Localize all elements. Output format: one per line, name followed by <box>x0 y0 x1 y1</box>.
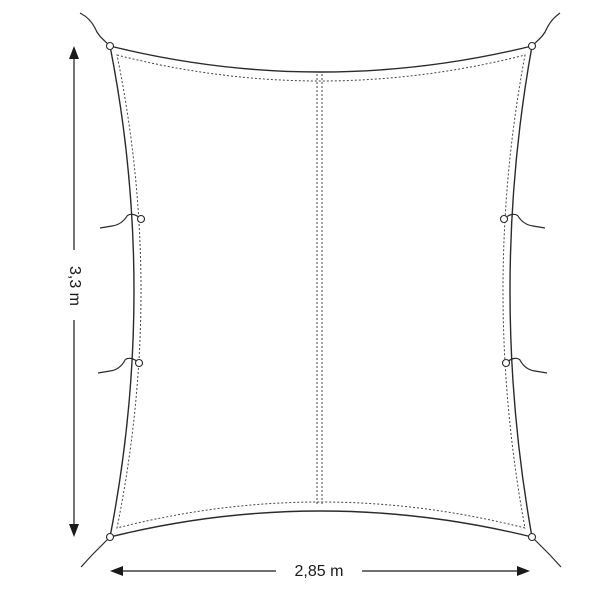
rope-right-lower <box>505 357 548 374</box>
sail-hem <box>116 54 526 529</box>
rope-left-lower <box>97 357 140 374</box>
height-arrow-top <box>69 46 79 59</box>
rope-top-left <box>79 12 111 47</box>
ring-right-lower <box>501 358 511 368</box>
ring-bottom-left <box>105 532 115 542</box>
rope-bottom-right <box>531 536 562 568</box>
ring-right-upper <box>499 214 509 224</box>
ring-top-right <box>527 41 537 51</box>
rope-top-right <box>531 12 561 47</box>
width-label: 2,85 m <box>295 563 344 580</box>
height-arrow-bottom <box>69 524 79 537</box>
rope-bottom-left <box>80 536 111 568</box>
width-arrow-right <box>517 566 530 576</box>
rope-left-upper <box>99 213 142 229</box>
ring-top-left <box>105 41 115 51</box>
rope-right-upper <box>503 213 546 229</box>
sail-outline <box>109 45 533 538</box>
height-label: 3,3 m <box>66 266 83 306</box>
ring-left-upper <box>136 214 146 224</box>
width-dimension: 2,85 m <box>110 563 530 580</box>
ring-bottom-right <box>527 532 537 542</box>
width-arrow-left <box>110 566 123 576</box>
height-dimension: 3,3 m <box>66 46 83 537</box>
ring-left-lower <box>134 358 144 368</box>
